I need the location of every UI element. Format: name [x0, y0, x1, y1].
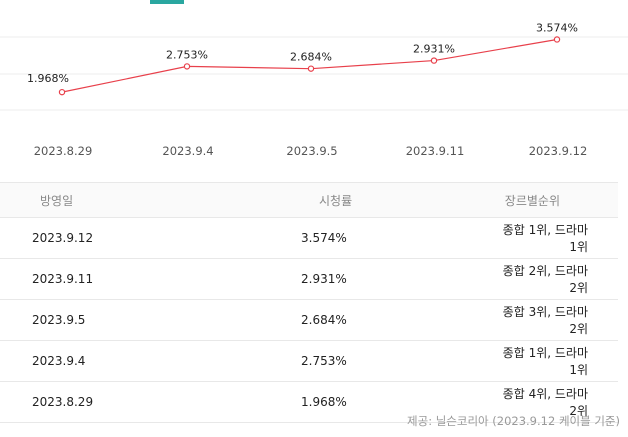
- table-row: 2023.9.4 2.753% 종합 1위, 드라마 1위: [0, 340, 618, 382]
- data-label: 2.753%: [166, 48, 208, 61]
- x-tick-label: 2023.8.29: [34, 144, 93, 158]
- cell-rating: 2.753%: [241, 340, 500, 382]
- table-row: 2023.9.12 3.574% 종합 1위, 드라마 1위: [0, 217, 618, 259]
- source-note: 제공: 닐슨코리아 (2023.9.12 케이블 기준): [407, 414, 620, 428]
- table-row: 2023.8.29 1.968% 종합 4위, 드라마 2위: [0, 381, 618, 423]
- chart-x-axis: 2023.8.29 2023.9.4 2023.9.5 2023.9.11 2023.9…: [34, 144, 588, 158]
- cell-rating: 2.931%: [241, 258, 500, 300]
- data-label: 2.931%: [413, 43, 455, 56]
- data-label: 2.684%: [290, 51, 332, 64]
- data-label: 1.968%: [27, 72, 69, 85]
- cell-genre-rank: 종합 1위, 드라마 1위: [500, 217, 618, 259]
- x-tick-label: 2023.9.11: [406, 144, 465, 158]
- cell-air-date: 2023.9.11: [0, 258, 241, 300]
- header-air-date: 방영일: [0, 182, 241, 218]
- cell-air-date: 2023.8.29: [0, 381, 241, 423]
- cell-rating: 3.574%: [241, 217, 500, 259]
- x-tick-label: 2023.9.4: [162, 144, 213, 158]
- chart-grid: [0, 36, 628, 111]
- cell-genre-rank: 종합 3위, 드라마 2위: [500, 299, 618, 341]
- table-row: 2023.9.11 2.931% 종합 2위, 드라마 2위: [0, 258, 618, 300]
- data-point[interactable]: [58, 88, 66, 96]
- header-rating: 시청률: [241, 182, 500, 218]
- data-point[interactable]: [553, 36, 561, 43]
- table-row: 2023.9.5 2.684% 종합 3위, 드라마 2위: [0, 299, 618, 341]
- cell-rating: 1.968%: [241, 381, 500, 423]
- data-point[interactable]: [430, 57, 438, 64]
- data-label: 3.574%: [536, 21, 578, 34]
- cell-air-date: 2023.9.4: [0, 340, 241, 382]
- ratings-table: 방영일 시청률 장르별순위 2023.9.12 3.574% 종합 1위, 드라…: [0, 182, 618, 423]
- cell-air-date: 2023.9.12: [0, 217, 241, 259]
- active-tab-indicator: [150, 0, 184, 4]
- cell-genre-rank: 종합 2위, 드라마 2위: [500, 258, 618, 300]
- data-point[interactable]: [183, 63, 191, 70]
- cell-air-date: 2023.9.5: [0, 299, 241, 341]
- chart-series: 1.968% 2.753% 2.684% 2.931% 3.574%: [27, 21, 578, 96]
- series-line: [61, 38, 558, 93]
- x-tick-label: 2023.9.5: [286, 144, 337, 158]
- cell-genre-rank: 종합 1위, 드라마 1위: [500, 340, 618, 382]
- data-point[interactable]: [307, 65, 315, 72]
- cell-rating: 2.684%: [241, 299, 500, 341]
- cell-genre-rank: 종합 4위, 드라마 2위: [500, 381, 618, 423]
- x-tick-label: 2023.9.12: [529, 144, 588, 158]
- ratings-line-chart: 1.968% 2.753% 2.684% 2.931% 3.574% 2023.8.29…: [0, 21, 628, 158]
- table-header-row: 방영일 시청률 장르별순위: [0, 182, 618, 218]
- header-genre-rank: 장르별순위: [500, 182, 618, 218]
